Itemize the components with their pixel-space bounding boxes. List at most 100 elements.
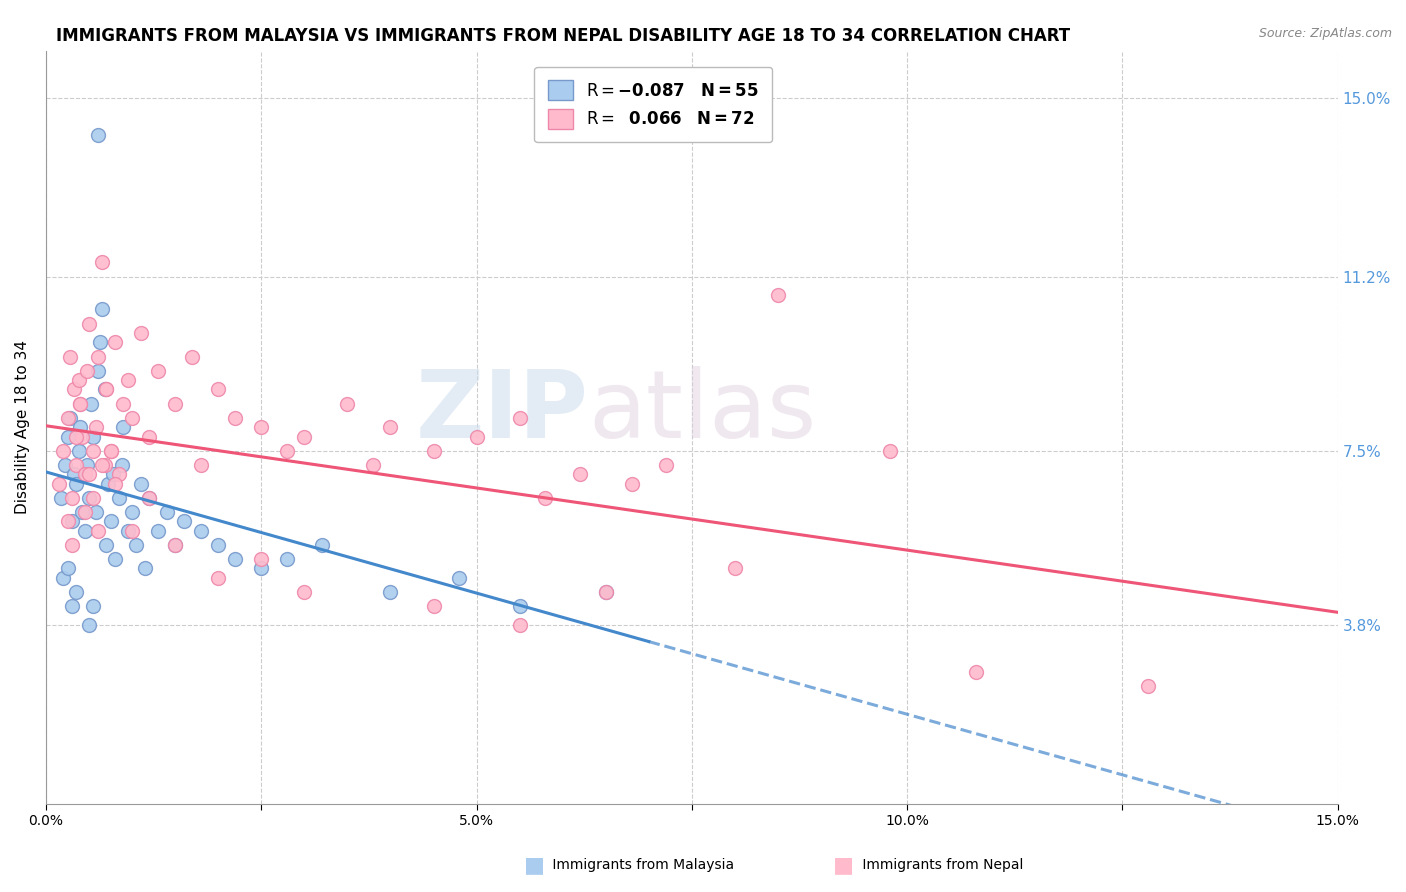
- Point: [82, 599, 104, 613]
- Point: [69, 420, 91, 434]
- Point: [70, 429, 93, 443]
- Point: [59, 350, 82, 364]
- Point: [509, 410, 531, 425]
- Point: [595, 584, 617, 599]
- Text: ■: ■: [834, 855, 853, 875]
- Point: [65, 476, 87, 491]
- Point: [155, 505, 177, 519]
- Point: [165, 538, 187, 552]
- Point: [100, 514, 122, 528]
- Point: [465, 429, 488, 443]
- Point: [595, 584, 617, 599]
- Point: [250, 552, 273, 566]
- Point: [250, 561, 273, 575]
- Point: [77, 467, 100, 482]
- Point: [60, 491, 83, 505]
- Point: [91, 458, 114, 472]
- Point: [207, 571, 229, 585]
- Point: [73, 524, 96, 538]
- Point: [86, 524, 108, 538]
- Point: [56, 561, 79, 575]
- Point: [84, 420, 107, 434]
- Point: [56, 429, 79, 443]
- Point: [509, 617, 531, 632]
- Point: [100, 443, 122, 458]
- Text: IMMIGRANTS FROM MALAYSIA VS IMMIGRANTS FROM NEPAL DISABILITY AGE 18 TO 34 CORREL: IMMIGRANTS FROM MALAYSIA VS IMMIGRANTS F…: [56, 27, 1070, 45]
- Point: [84, 505, 107, 519]
- Point: [879, 443, 901, 458]
- Point: [112, 396, 135, 410]
- Point: [380, 420, 402, 434]
- Point: [80, 396, 103, 410]
- Point: [86, 128, 108, 143]
- Point: [165, 538, 187, 552]
- Point: [766, 288, 789, 302]
- Point: [620, 476, 643, 491]
- Point: [52, 571, 75, 585]
- Text: Immigrants from Malaysia: Immigrants from Malaysia: [548, 858, 734, 872]
- Point: [165, 396, 187, 410]
- Point: [181, 350, 204, 364]
- Point: [59, 410, 82, 425]
- Point: [724, 561, 747, 575]
- Point: [82, 429, 104, 443]
- Point: [56, 410, 79, 425]
- Point: [190, 524, 212, 538]
- Point: [56, 514, 79, 528]
- Point: [422, 443, 444, 458]
- Text: atlas: atlas: [589, 366, 817, 458]
- Y-axis label: Disability Age 18 to 34: Disability Age 18 to 34: [15, 340, 30, 514]
- Point: [361, 458, 384, 472]
- Point: [65, 429, 87, 443]
- Legend: $\mathregular{R = }$$\mathbf{-0.087}$   $\mathbf{N = 55}$, $\mathregular{R = \ \: $\mathregular{R = }$$\mathbf{-0.087}$ $\…: [534, 67, 772, 142]
- Point: [53, 458, 76, 472]
- Point: [292, 584, 315, 599]
- Point: [67, 443, 90, 458]
- Point: [62, 383, 84, 397]
- Text: ■: ■: [524, 855, 544, 875]
- Point: [62, 467, 84, 482]
- Point: [224, 552, 246, 566]
- Point: [534, 491, 557, 505]
- Point: [101, 467, 124, 482]
- Point: [117, 524, 139, 538]
- Point: [311, 538, 333, 552]
- Point: [129, 326, 152, 340]
- Point: [422, 599, 444, 613]
- Point: [655, 458, 678, 472]
- Point: [96, 383, 118, 397]
- Point: [117, 373, 139, 387]
- Point: [121, 410, 143, 425]
- Point: [276, 552, 298, 566]
- Point: [82, 491, 104, 505]
- Point: [138, 429, 160, 443]
- Point: [77, 491, 100, 505]
- Point: [48, 476, 70, 491]
- Point: [89, 335, 111, 350]
- Text: Source: ZipAtlas.com: Source: ZipAtlas.com: [1258, 27, 1392, 40]
- Point: [73, 467, 96, 482]
- Point: [86, 364, 108, 378]
- Point: [70, 505, 93, 519]
- Point: [91, 302, 114, 317]
- Point: [121, 524, 143, 538]
- Point: [336, 396, 359, 410]
- Point: [111, 458, 134, 472]
- Point: [86, 350, 108, 364]
- Point: [77, 617, 100, 632]
- Point: [292, 429, 315, 443]
- Point: [207, 383, 229, 397]
- Point: [82, 443, 104, 458]
- Point: [965, 665, 987, 679]
- Point: [380, 584, 402, 599]
- Point: [77, 317, 100, 331]
- Point: [65, 584, 87, 599]
- Point: [104, 552, 127, 566]
- Point: [96, 383, 118, 397]
- Point: [76, 364, 98, 378]
- Point: [138, 491, 160, 505]
- Point: [76, 458, 98, 472]
- Point: [146, 364, 169, 378]
- Point: [69, 396, 91, 410]
- Point: [1137, 679, 1160, 693]
